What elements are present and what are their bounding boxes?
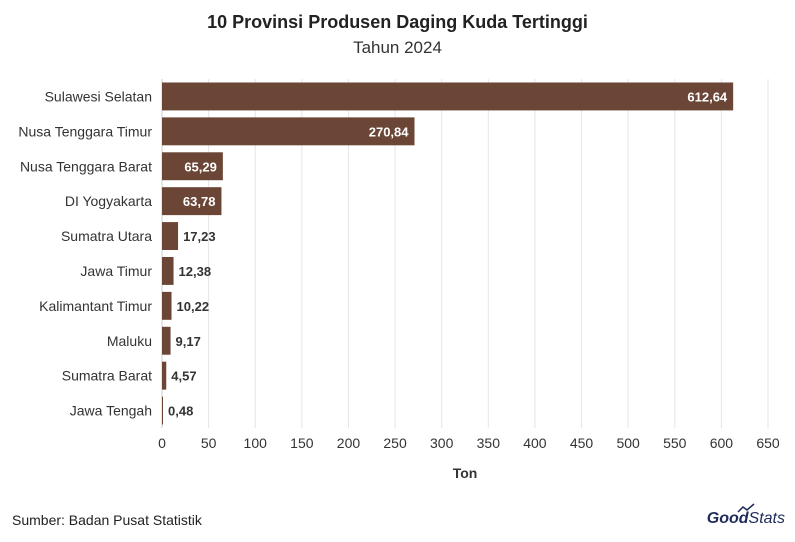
data-label: 270,84 xyxy=(369,124,410,139)
category-label: Nusa Tenggara Timur xyxy=(18,123,152,139)
bar xyxy=(162,152,223,181)
data-label: 9,17 xyxy=(176,334,201,349)
x-tick-label: 200 xyxy=(337,435,361,451)
x-tick-label: 450 xyxy=(570,435,594,451)
x-tick-label: 0 xyxy=(158,435,166,451)
category-label: Kalimantant Timur xyxy=(39,298,152,314)
x-tick-label: 550 xyxy=(663,435,687,451)
data-label: 0,48 xyxy=(168,404,193,419)
data-label: 17,23 xyxy=(183,229,216,244)
data-label: 65,29 xyxy=(184,159,217,174)
category-label: Sulawesi Selatan xyxy=(45,88,152,104)
category-label: Jawa Tengah xyxy=(70,403,152,419)
goodstats-logo: GoodStats xyxy=(706,503,785,528)
bar xyxy=(162,117,415,146)
data-label: 4,57 xyxy=(171,369,196,384)
logo-text-stats: Stats xyxy=(748,510,785,527)
bar xyxy=(162,256,174,285)
bar xyxy=(162,291,172,320)
bar xyxy=(162,326,171,355)
category-label: Jawa Timur xyxy=(80,263,152,279)
x-tick-label: 50 xyxy=(201,435,217,451)
chart-subtitle: Tahun 2024 xyxy=(353,38,442,57)
category-label: Nusa Tenggara Barat xyxy=(20,158,152,174)
x-tick-label: 650 xyxy=(756,435,780,451)
bar xyxy=(162,222,179,251)
x-tick-label: 250 xyxy=(383,435,407,451)
x-tick-label: 100 xyxy=(244,435,268,451)
category-label: DI Yogyakarta xyxy=(65,193,152,209)
bar xyxy=(162,396,163,425)
data-label: 12,38 xyxy=(179,264,212,279)
x-tick-label: 150 xyxy=(290,435,314,451)
category-label: Sumatra Utara xyxy=(61,228,152,244)
logo-text-good: Good xyxy=(706,510,749,527)
bar xyxy=(162,82,734,111)
x-axis-label: Ton xyxy=(453,465,478,481)
x-tick-label: 400 xyxy=(523,435,547,451)
x-tick-label: 600 xyxy=(710,435,734,451)
x-tick-label: 500 xyxy=(616,435,640,451)
category-label: Sumatra Barat xyxy=(62,368,152,384)
category-label: Maluku xyxy=(107,333,152,349)
data-label: 612,64 xyxy=(687,89,728,104)
bar xyxy=(162,187,222,216)
source-note: Sumber: Badan Pusat Statistik xyxy=(12,512,202,528)
x-tick-label: 300 xyxy=(430,435,454,451)
data-label: 63,78 xyxy=(183,194,216,209)
bar xyxy=(162,361,167,390)
logo-trend-icon xyxy=(737,503,755,513)
chart-title: 10 Provinsi Produsen Daging Kuda Terting… xyxy=(207,12,588,32)
data-label: 10,22 xyxy=(177,299,210,314)
x-tick-label: 350 xyxy=(477,435,501,451)
